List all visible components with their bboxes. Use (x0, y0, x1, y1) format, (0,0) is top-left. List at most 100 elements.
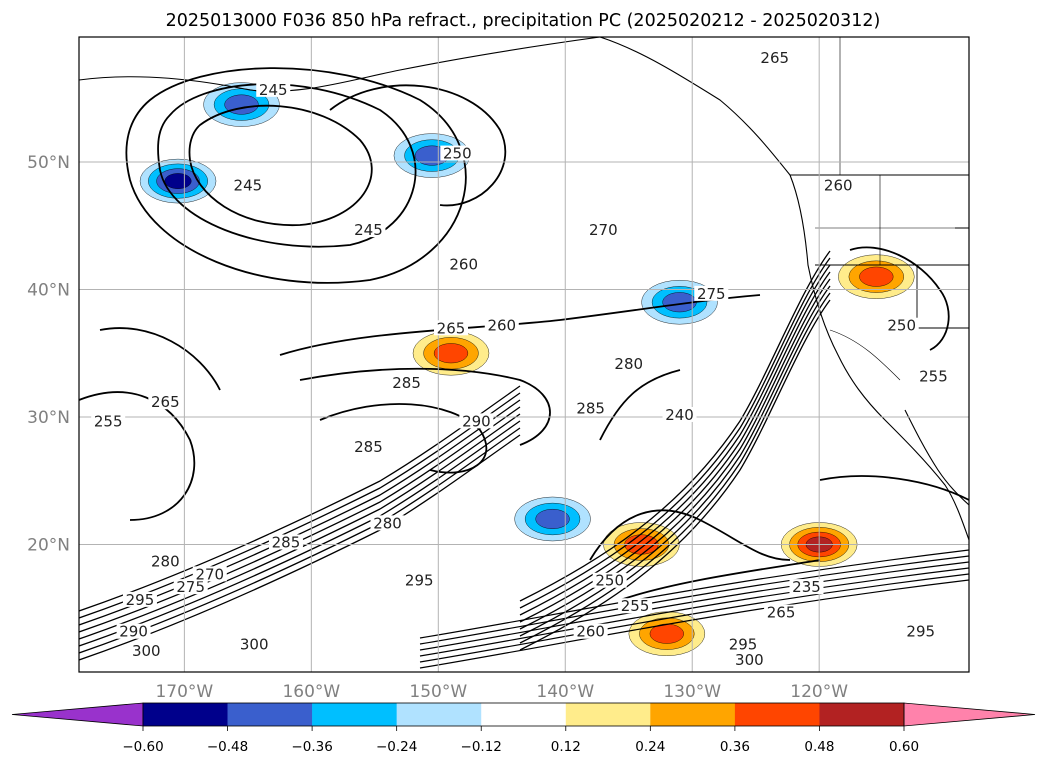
refractivity-contour (519, 278, 831, 630)
refractivity-contour (519, 285, 831, 637)
contour-label: 260 (449, 256, 478, 274)
contour-label-bg (192, 566, 227, 582)
contour-label: 300 (735, 651, 764, 669)
colorbar-tick-label: 0.36 (720, 739, 750, 755)
colorbar-bin (734, 703, 820, 726)
contour-label: 280 (614, 355, 643, 373)
refractivity-contour (79, 391, 196, 521)
pc-shaded-region (164, 173, 192, 189)
contour-label: 250 (595, 572, 624, 590)
refractivity-contour (188, 104, 373, 226)
us-states (815, 37, 969, 381)
x-tick-label: 120°W (790, 682, 848, 702)
y-axis-ticks: 50°N 40°N 30°N 20°N (27, 153, 70, 556)
contour-label-bg (173, 579, 208, 595)
contour-label: 275 (697, 285, 726, 303)
contour-label: 285 (272, 533, 301, 551)
y-tick-label: 40°N (27, 280, 70, 300)
contour-label: 255 (621, 597, 650, 615)
contour-label: 295 (729, 635, 758, 653)
contour-label-bg (586, 222, 621, 238)
contour-label: 260 (824, 176, 853, 194)
contour-label: 280 (151, 553, 180, 571)
colorbar-tick-label: 0.48 (804, 739, 834, 755)
contour-label-bg (821, 177, 856, 193)
contour-label-bg (351, 222, 386, 238)
contour-label: 285 (576, 400, 605, 418)
contour-label: 290 (462, 412, 491, 430)
refractivity-contour (419, 567, 969, 657)
refractivity-contour (79, 392, 521, 619)
colorbar-tick-label: −0.36 (291, 739, 332, 755)
colorbar-bin (650, 703, 736, 726)
refractivity-contour (519, 271, 831, 623)
chart-title: 2025013000 F036 850 hPa refract., precip… (166, 11, 881, 31)
refractivity-contour (619, 559, 821, 601)
contour-label: 295 (405, 572, 434, 590)
contour-label: 275 (176, 578, 205, 596)
x-tick-label: 140°W (536, 682, 594, 702)
contour-label-bg (351, 438, 386, 454)
y-tick-label: 20°N (27, 535, 70, 555)
refractivity-contour (519, 257, 831, 609)
contour-label-bg (440, 145, 475, 161)
colorbar-tick-label: −0.60 (122, 739, 163, 755)
x-axis-ticks: 170°W 160°W 150°W 140°W 130°W 120°W (155, 682, 848, 702)
contour-label-bg (573, 623, 608, 639)
refractivity-contour (79, 434, 521, 661)
refractivity-contour (419, 573, 969, 663)
contour-label-bg (573, 400, 608, 416)
x-tick-label: 170°W (155, 682, 213, 702)
refractivity-contour (519, 299, 831, 651)
contour-label: 290 (119, 623, 148, 641)
contour-label: 285 (354, 438, 383, 456)
contour-label-bg (694, 285, 729, 301)
x-tick-label: 160°W (282, 682, 340, 702)
contour-label: 240 (665, 406, 694, 424)
refractivity-contour (329, 84, 507, 207)
colorbar-tick-label: −0.48 (207, 739, 248, 755)
contour-label-bg (618, 598, 653, 614)
refractivity-contour (819, 475, 969, 501)
colorbar-tick-label: −0.24 (376, 739, 417, 755)
contour-label: 270 (589, 221, 618, 239)
contour-label: 260 (576, 623, 605, 641)
contour-label: 245 (259, 81, 288, 99)
colorbar-tick-label: 0.12 (551, 739, 581, 755)
contour-label-bg (268, 534, 303, 550)
contour-label-bg (789, 579, 824, 595)
refractivity-contour (79, 406, 521, 633)
contour-label-bg (903, 623, 938, 639)
contour-label-bg (757, 49, 792, 65)
contour-label-bg (459, 413, 494, 429)
refractivity-contour (79, 399, 521, 626)
colorbar-extend-high (903, 702, 1036, 727)
colorbar: −0.60 −0.48 −0.36 −0.24 −0.12 0.12 0.24 0.36 0.4… (11, 702, 1036, 755)
refractivity-contour (125, 67, 467, 284)
colorbar-tick-label: −0.12 (461, 739, 502, 755)
pc-shaded-region (433, 343, 469, 364)
contour-label-bg (662, 406, 697, 422)
contour-label-bg (122, 591, 157, 607)
contour-label: 250 (443, 145, 472, 163)
contour-label-bg (611, 355, 646, 371)
contour-label: 265 (437, 319, 466, 337)
contour-label-bg (116, 623, 151, 639)
pc-shaded-region (535, 509, 570, 529)
refractivity-contour (519, 264, 831, 616)
contour-label: 250 (887, 317, 916, 335)
contour-label-bg (732, 651, 767, 667)
contour-label: 285 (392, 374, 421, 392)
colorbar-bin (819, 703, 905, 726)
refractivity-contour (599, 369, 681, 441)
refractivity-contour (299, 367, 551, 446)
contour-label: 300 (240, 635, 269, 653)
pc-shaded-region (859, 266, 894, 287)
contour-label-bg (148, 553, 183, 569)
x-tick-label: 130°W (663, 682, 721, 702)
alaska-coastline (79, 37, 601, 92)
colorbar-bin (481, 703, 567, 726)
refractivity-contour (419, 561, 969, 651)
contour-label-bg (446, 256, 481, 272)
